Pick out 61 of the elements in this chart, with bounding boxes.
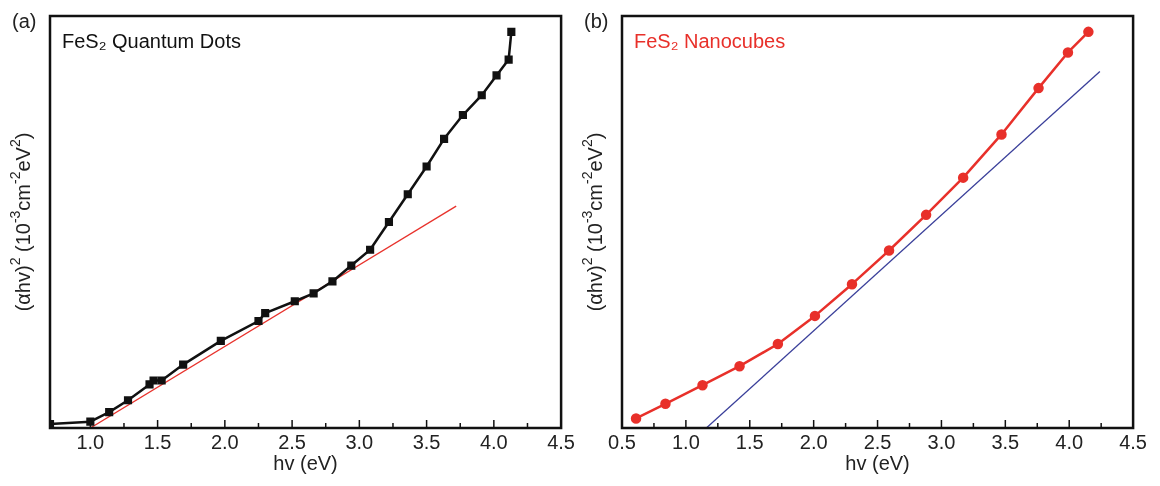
point [366, 245, 375, 254]
point [347, 261, 356, 270]
chart-title: (b) [584, 9, 609, 32]
point [734, 360, 745, 372]
x-tick-label: 1.0 [76, 430, 105, 453]
x-tick-label: 4.0 [1055, 430, 1084, 453]
point [123, 396, 133, 405]
point [384, 217, 394, 227]
x-axis-title: hv (eV) [845, 451, 910, 474]
point [216, 336, 225, 345]
point [492, 71, 501, 80]
x-tick-label: 3.5 [991, 430, 1020, 453]
chart-title: (a) [12, 9, 37, 32]
point [254, 316, 263, 326]
x-tick-label: 4.0 [479, 430, 508, 453]
point [920, 209, 932, 221]
point [697, 379, 708, 391]
point [149, 376, 158, 385]
point [105, 408, 114, 417]
point [328, 277, 337, 286]
point [261, 309, 270, 318]
point [477, 91, 486, 100]
text: (αhv)2 (10-3cm-2eV2) [578, 132, 606, 312]
x-tick-label: 2.5 [863, 430, 892, 453]
point [440, 134, 449, 143]
point [504, 55, 513, 64]
point [179, 360, 188, 369]
x-tick-label: 3.0 [927, 430, 956, 453]
x-tick-label: 1.0 [671, 430, 700, 453]
x-tick-label: 1.5 [143, 430, 172, 453]
point [996, 129, 1007, 140]
x-tick-label: 2.0 [799, 430, 828, 453]
point [660, 398, 671, 410]
point [846, 278, 858, 290]
x-tick-label: 2.5 [278, 430, 307, 453]
point [1083, 26, 1094, 38]
point [458, 110, 467, 120]
point [957, 172, 969, 183]
x-tick-label: 4.5 [1119, 430, 1147, 453]
x-tick-label: 4.5 [547, 430, 575, 453]
point [1062, 47, 1074, 58]
text: (αhv)2 (10-3cm-2eV2) [6, 132, 34, 312]
x-tick-label: 3.5 [412, 430, 441, 453]
x-tick-label: 1.5 [735, 430, 764, 453]
point [157, 376, 166, 385]
point [630, 413, 642, 424]
text: FeS₂ Quantum Dots [62, 29, 241, 52]
x-tick-label: 3.0 [345, 430, 374, 453]
x-tick-label: 2.0 [210, 430, 239, 453]
x-axis-title: hv (eV) [273, 451, 338, 474]
point [507, 27, 516, 36]
x-tick-label: 0.5 [608, 430, 636, 453]
point [309, 289, 318, 298]
point [772, 338, 784, 350]
point [883, 245, 895, 256]
point [422, 162, 431, 171]
text: FeS₂ Nanocubes [634, 29, 786, 52]
point [290, 297, 299, 306]
point [1033, 82, 1044, 94]
point [809, 310, 821, 322]
point [403, 190, 412, 199]
